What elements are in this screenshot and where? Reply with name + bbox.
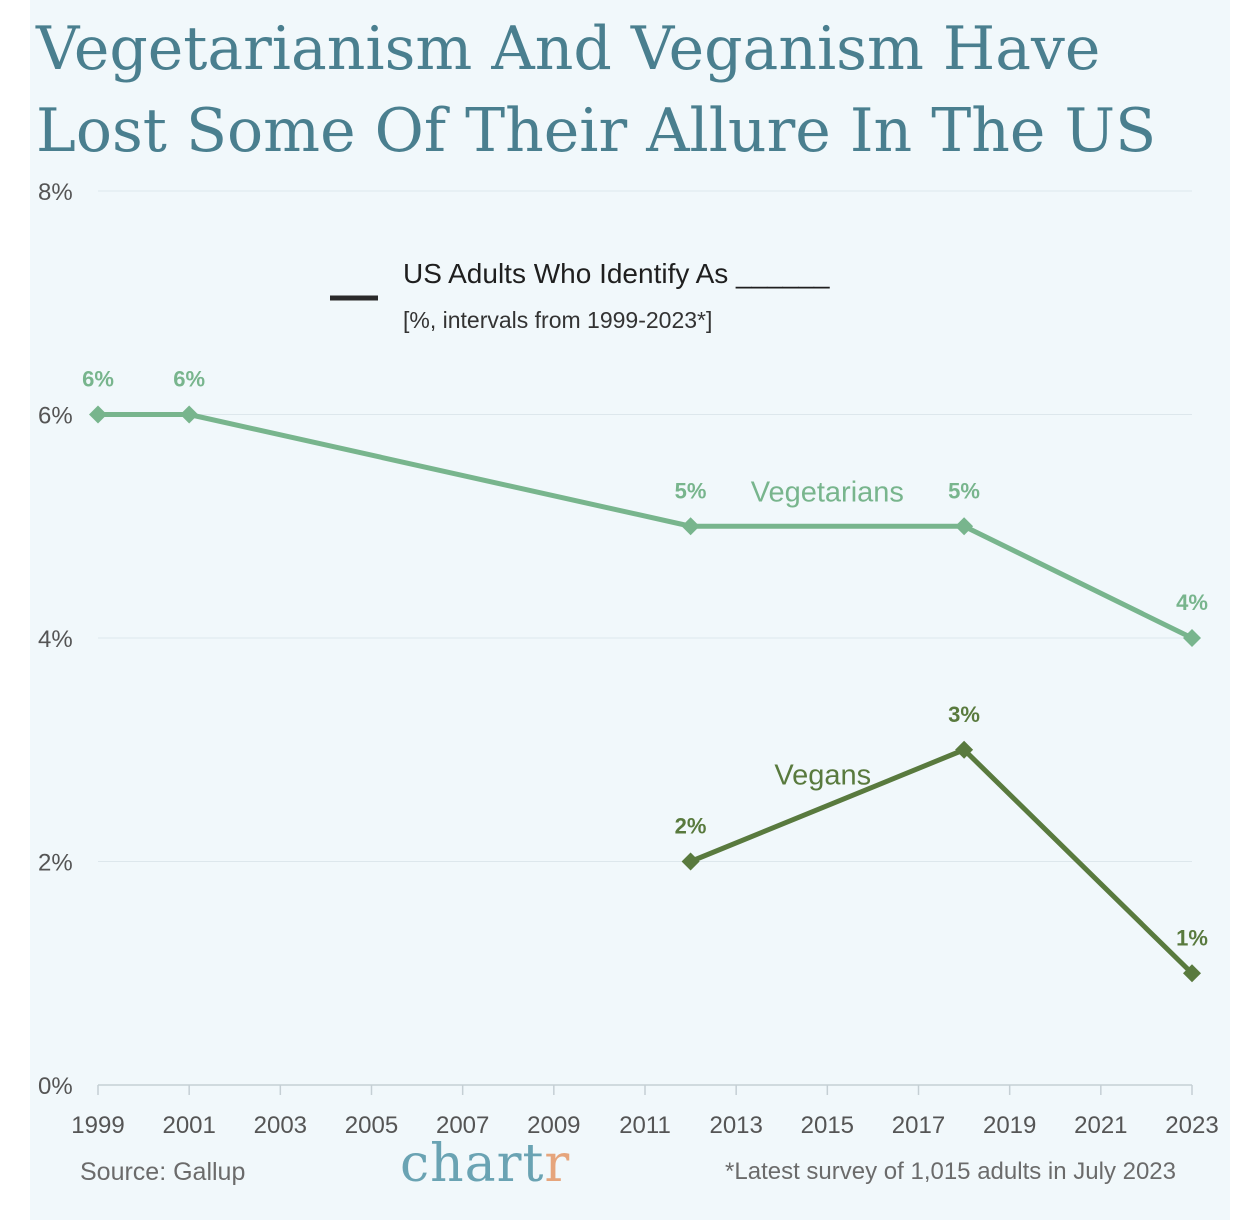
brand-logo-accent: r (544, 1134, 571, 1194)
x-tick-label: 2015 (801, 1112, 854, 1139)
y-tick-label: 8% (38, 179, 73, 206)
y-tick-label: 4% (38, 626, 73, 653)
x-tick-label: 2019 (983, 1112, 1036, 1139)
data-point-marker (1183, 964, 1201, 983)
data-point-marker (955, 740, 974, 759)
chart-title: Vegetarianism And Veganism Have Lost Som… (36, 8, 1231, 172)
source-note: Source: Gallup (80, 1158, 246, 1186)
y-tick-label: 0% (38, 1073, 73, 1100)
x-tick-label: 2009 (527, 1112, 580, 1139)
data-label: 6% (82, 367, 114, 392)
data-point-marker (89, 405, 107, 424)
data-label: 2% (675, 814, 707, 839)
x-tick-label: 2021 (1074, 1112, 1127, 1139)
data-label: 1% (1176, 925, 1208, 950)
data-point-marker (180, 405, 199, 424)
chart-card (30, 0, 1230, 1220)
data-label: 5% (675, 478, 707, 503)
data-point-marker (681, 852, 700, 871)
x-tick-label: 2005 (345, 1112, 398, 1139)
legend-title: US Adults Who Identify As ______ (403, 258, 830, 289)
x-tick-label: 2011 (619, 1112, 671, 1139)
data-label: 6% (173, 367, 205, 392)
data-label: 5% (948, 478, 980, 503)
chart-title-line-2: Lost Some Of Their Allure In The US (36, 96, 1157, 166)
y-tick-label: 2% (38, 850, 73, 877)
data-label: 4% (1176, 590, 1208, 615)
x-tick-label: 2023 (1165, 1112, 1218, 1139)
data-point-marker (1183, 629, 1201, 647)
series-name-label: Vegans (774, 759, 871, 791)
x-tick-label: 1999 (71, 1112, 124, 1139)
chart-title-line-1: Vegetarianism And Veganism Have (36, 14, 1101, 84)
data-point-marker (681, 517, 700, 536)
y-tick-label: 6% (38, 403, 73, 430)
x-tick-label: 2001 (162, 1112, 215, 1139)
series-name-label: Vegetarians (751, 477, 904, 509)
series-line-vegetarians (95, 412, 1195, 641)
x-tick-label: 2007 (436, 1112, 489, 1139)
x-tick-label: 2003 (254, 1112, 307, 1139)
x-tick-label: 2013 (709, 1112, 762, 1139)
x-tick-label: 2017 (892, 1112, 945, 1139)
brand-logo-main: chart (400, 1134, 545, 1194)
data-label: 3% (948, 702, 980, 727)
legend-subtitle: [%, intervals from 1999-2023*] (403, 307, 712, 333)
brand-logo: chartr (400, 1134, 570, 1194)
footnote: *Latest survey of 1,015 adults in July 2… (725, 1158, 1176, 1185)
data-point-marker (955, 517, 974, 536)
